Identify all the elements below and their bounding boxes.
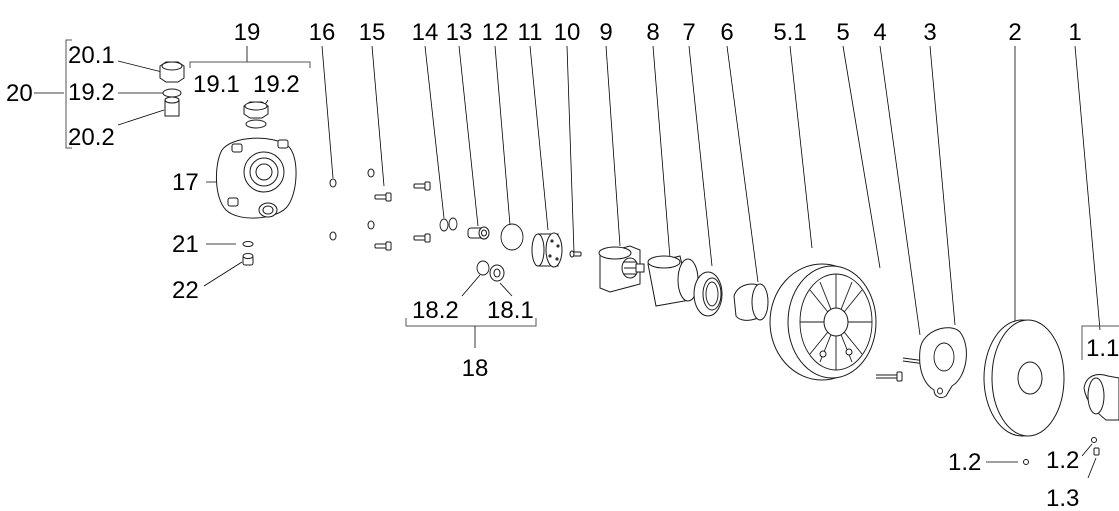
escutcheon-part-2	[983, 319, 1065, 437]
callout-2: 2	[1008, 19, 1021, 46]
o-rings-part-14	[439, 217, 458, 232]
callout-19-1: 19.1	[193, 71, 240, 98]
callout-22: 22	[172, 277, 199, 304]
callout-1-1: 1.1	[1086, 335, 1119, 362]
handle-part-1	[1083, 374, 1119, 421]
callout-1-2-left: 1.2	[948, 449, 981, 476]
callout-13: 13	[446, 19, 473, 46]
screws-part-15	[374, 181, 431, 251]
callout-15: 15	[359, 19, 386, 46]
o-ring-part-19-2	[162, 88, 182, 98]
washers-part-16	[329, 168, 375, 241]
cartridge-part-9	[598, 245, 645, 293]
washer-part-21: 21	[172, 231, 254, 258]
group-1-bracket	[1081, 325, 1119, 360]
mounting-frame-part-5	[769, 263, 877, 381]
callout-8: 8	[646, 19, 659, 46]
callout-4: 4	[873, 19, 886, 46]
plug-part-19-1	[243, 101, 269, 119]
sleeve-part-8	[647, 255, 699, 307]
pin-part-1-2-left	[1023, 459, 1029, 465]
callout-11: 11	[518, 19, 543, 46]
callout-19-2-left: 19.2	[68, 79, 115, 106]
callout-12: 12	[482, 19, 509, 46]
callout-3: 3	[923, 19, 936, 46]
valve-body-part-17: 17	[172, 137, 297, 219]
callout-14: 14	[412, 19, 439, 46]
callout-6: 6	[720, 19, 733, 46]
o-ring-part-18-2	[476, 260, 490, 276]
callout-18: 18	[462, 355, 489, 382]
callout-17: 17	[172, 169, 199, 196]
disk-part-11	[531, 232, 563, 268]
callout-1-2-right: 1.2	[1046, 447, 1079, 474]
callout-21: 21	[172, 231, 199, 258]
group-18: 18.2 18.1 18	[405, 260, 537, 382]
callout-19-2: 19.2	[253, 71, 300, 98]
callout-10: 10	[554, 19, 581, 46]
pin-part-1-2-right	[1091, 437, 1097, 443]
callout-18-1: 18.1	[487, 297, 534, 324]
screw-part-10	[569, 250, 582, 258]
callout-5: 5	[836, 19, 849, 46]
o-ring-part-19-2b	[245, 119, 267, 129]
cap-part-22: 22	[172, 253, 254, 304]
o-ring-part-12	[500, 223, 524, 251]
leader-lines	[321, 45, 1101, 336]
nut-part-20-1	[159, 61, 185, 83]
sleeve-part-20-2	[164, 96, 180, 117]
cap-part-6	[733, 283, 769, 321]
callout-5-1: 5.1	[773, 19, 806, 46]
callout-1: 1	[1068, 19, 1081, 46]
group-20: 20 20.1 19.2 20.2	[6, 39, 185, 151]
callout-18-2: 18.2	[412, 297, 459, 324]
nut-ring-part-7	[693, 271, 723, 317]
gasket-part-3	[919, 327, 967, 399]
callout-16: 16	[309, 19, 336, 46]
screw-part-1-3	[1093, 447, 1100, 456]
callout-20-2: 20.2	[68, 124, 115, 151]
group-19: 19.1 19.2	[189, 46, 311, 129]
callout-20: 20	[6, 80, 33, 107]
callout-1-3: 1.3	[1046, 485, 1079, 511]
callout-7: 7	[682, 19, 695, 46]
callout-9: 9	[599, 19, 612, 46]
insert-part-18-1	[489, 264, 505, 282]
callout-19: 19	[234, 19, 261, 46]
callout-20-1: 20.1	[68, 42, 115, 69]
insert-part-13	[467, 226, 490, 240]
